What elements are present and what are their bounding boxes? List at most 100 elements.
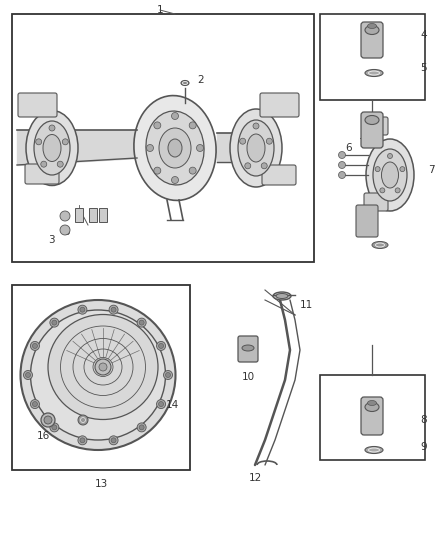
Bar — [99, 208, 107, 222]
Text: 3: 3 — [48, 235, 55, 245]
Circle shape — [163, 370, 173, 379]
Ellipse shape — [373, 149, 407, 201]
Ellipse shape — [242, 345, 254, 351]
Circle shape — [95, 359, 111, 375]
Ellipse shape — [365, 26, 379, 35]
Circle shape — [60, 225, 70, 235]
Circle shape — [60, 211, 70, 221]
Circle shape — [50, 423, 59, 432]
Circle shape — [30, 342, 39, 350]
Circle shape — [25, 373, 31, 377]
Circle shape — [266, 138, 272, 144]
Bar — [75, 208, 83, 222]
Circle shape — [253, 123, 259, 129]
Circle shape — [78, 436, 87, 445]
Circle shape — [339, 151, 346, 158]
FancyBboxPatch shape — [262, 165, 296, 185]
Circle shape — [41, 413, 55, 427]
Ellipse shape — [34, 121, 70, 175]
Text: 5: 5 — [420, 63, 427, 73]
Text: 15: 15 — [81, 427, 95, 437]
Ellipse shape — [31, 310, 166, 440]
Circle shape — [189, 167, 196, 174]
Ellipse shape — [276, 294, 288, 298]
Ellipse shape — [159, 128, 191, 168]
Circle shape — [137, 423, 146, 432]
Text: 3: 3 — [64, 227, 70, 237]
Text: 9: 9 — [420, 442, 427, 452]
Circle shape — [50, 318, 59, 327]
Circle shape — [240, 138, 246, 144]
Circle shape — [156, 342, 166, 350]
Circle shape — [400, 167, 405, 172]
Ellipse shape — [43, 134, 61, 161]
Circle shape — [154, 122, 161, 129]
Circle shape — [172, 176, 179, 183]
Circle shape — [388, 154, 392, 158]
Ellipse shape — [365, 69, 383, 77]
Ellipse shape — [48, 314, 158, 419]
Circle shape — [78, 415, 88, 425]
Ellipse shape — [134, 95, 216, 200]
Circle shape — [380, 188, 385, 193]
Circle shape — [49, 125, 55, 131]
Circle shape — [166, 373, 170, 377]
Bar — [320, 14, 425, 100]
FancyBboxPatch shape — [18, 93, 57, 117]
Circle shape — [339, 161, 346, 168]
Ellipse shape — [168, 139, 182, 157]
Bar — [320, 375, 425, 460]
Circle shape — [80, 438, 85, 443]
Ellipse shape — [372, 241, 388, 248]
Circle shape — [139, 320, 144, 325]
Text: 6: 6 — [346, 143, 352, 153]
Ellipse shape — [230, 109, 282, 187]
Circle shape — [99, 363, 107, 371]
Circle shape — [261, 163, 267, 169]
Circle shape — [32, 343, 37, 349]
Ellipse shape — [365, 447, 383, 454]
Ellipse shape — [366, 139, 414, 211]
Circle shape — [78, 305, 87, 314]
FancyBboxPatch shape — [238, 336, 258, 362]
Text: 12: 12 — [248, 473, 261, 483]
Ellipse shape — [247, 134, 265, 162]
Circle shape — [109, 436, 118, 445]
Circle shape — [111, 438, 116, 443]
Ellipse shape — [365, 402, 379, 411]
Circle shape — [111, 307, 116, 312]
Ellipse shape — [381, 162, 399, 188]
Circle shape — [146, 144, 153, 151]
Ellipse shape — [181, 80, 189, 85]
Text: 10: 10 — [241, 372, 254, 382]
Circle shape — [375, 167, 380, 172]
Circle shape — [109, 305, 118, 314]
Ellipse shape — [146, 111, 204, 185]
Circle shape — [156, 400, 166, 409]
Circle shape — [44, 416, 52, 424]
Text: 2: 2 — [197, 75, 204, 85]
FancyBboxPatch shape — [364, 117, 388, 135]
Circle shape — [24, 370, 32, 379]
FancyBboxPatch shape — [260, 93, 299, 117]
Circle shape — [245, 163, 251, 169]
Ellipse shape — [273, 292, 291, 300]
Text: 16: 16 — [36, 431, 49, 441]
FancyBboxPatch shape — [356, 205, 378, 237]
Text: 1: 1 — [157, 5, 163, 15]
Text: 7: 7 — [428, 165, 435, 175]
FancyBboxPatch shape — [25, 164, 59, 184]
Bar — [12, 285, 190, 470]
Circle shape — [52, 425, 57, 430]
Bar — [89, 208, 97, 222]
Ellipse shape — [365, 116, 379, 125]
Text: 4: 4 — [420, 30, 427, 40]
Circle shape — [154, 167, 161, 174]
Ellipse shape — [367, 23, 377, 28]
Circle shape — [339, 172, 346, 179]
Circle shape — [137, 318, 146, 327]
FancyBboxPatch shape — [361, 22, 383, 58]
Circle shape — [159, 343, 163, 349]
Text: 8: 8 — [420, 415, 427, 425]
FancyBboxPatch shape — [361, 112, 383, 148]
